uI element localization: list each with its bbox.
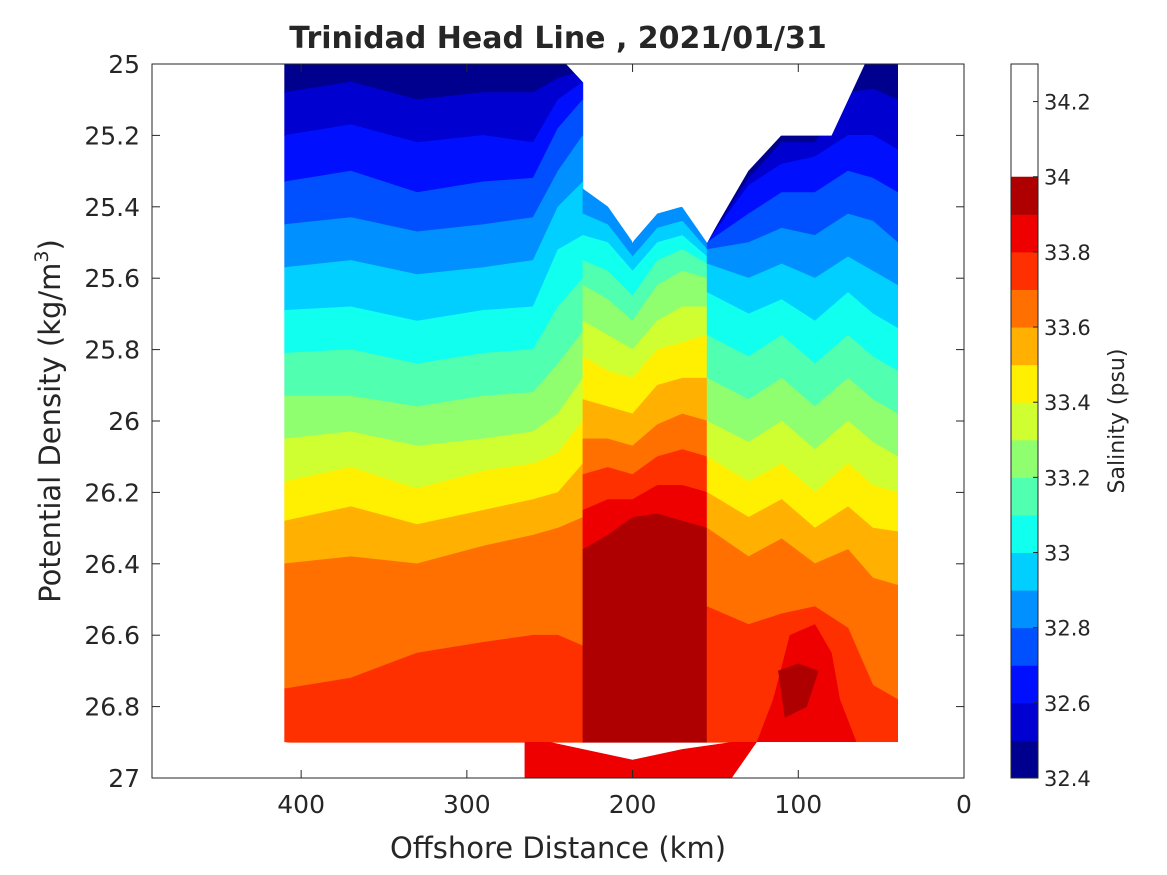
chart-title: Trinidad Head Line , 2021/01/31 [289, 21, 826, 56]
colorbar-band [1011, 439, 1038, 478]
colorbar-band [1011, 740, 1038, 779]
colorbar-band [1011, 289, 1038, 328]
x-axis-ticks: 400 300 200 100 0 [277, 64, 972, 819]
colorbar-band [1011, 251, 1038, 290]
y-axis-label-superscript: 3 [31, 250, 53, 262]
y-tick-label: 25.2 [84, 121, 140, 150]
colorbar-tick-label: 32.8 [1044, 617, 1091, 641]
y-axis-label-main: Potential Density (kg/m [33, 263, 67, 603]
colorbar-band [1011, 702, 1038, 741]
salinity-contours [284, 64, 899, 778]
colorbar-ticks: 32.4 32.6 32.8 33 33.2 33.4 33.6 33.8 34 34.2 [1033, 91, 1091, 791]
no-data-mask-bottom [284, 742, 898, 778]
colorbar-tick-label: 32.4 [1044, 767, 1091, 791]
colorbar-tick-label: 34.2 [1044, 91, 1091, 115]
colorbar-band [1011, 176, 1038, 215]
x-tick-label: 100 [774, 790, 822, 819]
colorbar-band [1011, 477, 1038, 516]
x-axis-label: Offshore Distance (km) [390, 831, 726, 865]
y-axis-ticks: 25 25.2 25.4 25.6 25.8 26 26.2 26.4 26.6 26.8 27 [84, 50, 964, 793]
y-tick-label: 25.8 [84, 336, 140, 365]
contour-band-deep [524, 741, 758, 778]
colorbar-band [1011, 590, 1038, 629]
colorbar-tick-label: 33 [1044, 542, 1071, 566]
colorbar-tick-label: 32.6 [1044, 692, 1091, 716]
plot-area: 400 300 200 100 0 25 25.2 25.4 25.6 25.8 26 26.2 26… [84, 50, 972, 819]
colorbar: 32.4 32.6 32.8 33 33.2 33.4 33.6 33.8 34 34.2 Sal… [1010, 63, 1130, 791]
colorbar-tick-label: 33.2 [1044, 466, 1091, 490]
x-tick-label: 0 [956, 790, 972, 819]
y-tick-label: 25 [108, 50, 140, 79]
colorbar-band [1011, 627, 1038, 666]
y-tick-label: 25.6 [84, 264, 140, 293]
colorbar-band [1011, 327, 1038, 366]
x-tick-label: 400 [277, 790, 325, 819]
colorbar-band [1011, 214, 1038, 253]
y-axis-label: Potential Density (kg/m3) [31, 239, 67, 603]
x-tick-label: 300 [443, 790, 491, 819]
colorbar-label: Salinity (psu) [1105, 349, 1130, 494]
colorbar-band [1011, 514, 1038, 554]
colorbar-band [1011, 402, 1038, 441]
y-axis-label-close: ) [33, 239, 67, 250]
y-tick-label: 27 [108, 764, 140, 793]
colorbar-tick-label: 33.8 [1044, 241, 1091, 265]
colorbar-bands [1011, 176, 1038, 779]
y-tick-label: 26.2 [84, 478, 140, 507]
colorbar-band [1011, 552, 1038, 591]
y-tick-label: 26 [108, 407, 140, 436]
y-tick-label: 26.6 [84, 621, 140, 650]
colorbar-tick-label: 33.4 [1044, 391, 1091, 415]
colorbar-band [1011, 364, 1038, 403]
x-tick-label: 200 [609, 790, 657, 819]
colorbar-frame [1010, 63, 1039, 779]
colorbar-band [1011, 665, 1038, 704]
no-data-mask-top [284, 64, 898, 244]
contour-band-max [778, 663, 819, 718]
y-tick-label: 26.8 [84, 693, 140, 722]
y-tick-label: 26.4 [84, 550, 140, 579]
colorbar-tick-label: 34 [1044, 166, 1071, 190]
colorbar-tick-label: 33.6 [1044, 316, 1091, 340]
y-tick-label: 25.4 [84, 193, 140, 222]
